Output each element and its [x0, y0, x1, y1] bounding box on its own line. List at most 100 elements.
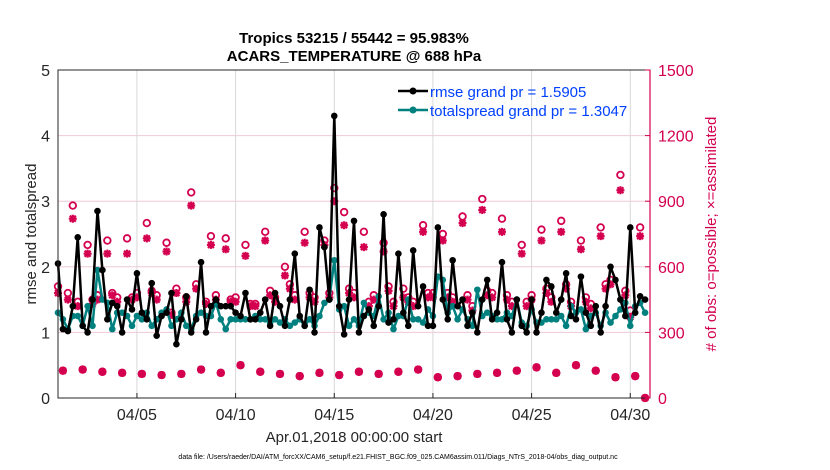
- possible-obs-marker: [330, 183, 339, 193]
- assimilated-obs-marker: [202, 299, 210, 308]
- rmse-point: [533, 329, 540, 336]
- y-tick-label: 4: [41, 129, 50, 146]
- assimilated-obs-marker: [354, 367, 363, 376]
- rmse-point: [572, 315, 580, 323]
- rmse-point: [360, 312, 368, 320]
- rmse-point: [538, 309, 545, 317]
- assimilated-obs-marker: [271, 297, 280, 306]
- grid: [58, 70, 650, 398]
- rmse-point: [429, 322, 437, 330]
- rmse-point: [449, 256, 456, 264]
- totalspread-point: [321, 299, 328, 307]
- totalspread-point: [138, 315, 146, 323]
- assimilated-obs-marker: [68, 214, 77, 223]
- possible-obs-marker: [517, 240, 526, 250]
- assimilated-obs-marker: [448, 297, 457, 306]
- rmse-point: [335, 302, 343, 310]
- totalspread-point: [182, 322, 190, 330]
- assimilated-obs-marker: [478, 205, 487, 214]
- assimilated-obs-marker: [167, 310, 176, 319]
- rmse-point: [187, 329, 195, 336]
- totalspread-point: [577, 306, 585, 313]
- totalspread-point: [552, 315, 560, 323]
- rmse-point: [493, 309, 501, 317]
- rmse-point: [503, 315, 511, 323]
- rmse-point: [622, 312, 629, 320]
- rmse-point: [207, 302, 215, 310]
- possible-obs-marker: [339, 207, 349, 217]
- assimilated-obs-marker: [63, 295, 72, 304]
- x-tick-label: 04/20: [413, 407, 453, 424]
- assimilated-obs-marker: [394, 367, 403, 376]
- rmse-point: [192, 315, 200, 323]
- assimilated-obs-marker: [631, 372, 640, 381]
- rmse-point: [552, 309, 560, 317]
- assimilated-obs-marker: [483, 291, 492, 300]
- rmse-point: [602, 302, 609, 310]
- assimilated-obs-marker: [261, 236, 270, 245]
- rmse-point: [286, 296, 294, 303]
- assimilated-obs-marker: [542, 289, 551, 298]
- rmse-point: [143, 315, 151, 323]
- possible-obs-marker: [300, 227, 309, 237]
- x-tick-label: 04/15: [314, 407, 354, 424]
- possible-obs-marker: [83, 240, 92, 250]
- possible-obs-marker: [280, 262, 290, 271]
- rmse-point: [123, 296, 131, 303]
- assimilated-obs-marker: [280, 271, 289, 280]
- assimilated-obs-marker: [424, 293, 432, 302]
- rmse-point: [247, 315, 254, 323]
- legend-spread-marker: [409, 106, 417, 114]
- rmse-point: [291, 250, 299, 257]
- totalspread-point: [380, 315, 387, 323]
- x-tick-label: 04/05: [117, 407, 157, 424]
- assimilated-obs-marker: [340, 221, 349, 230]
- assimilated-obs-marker: [192, 284, 201, 293]
- rmse-point: [626, 224, 634, 231]
- rmse-point: [242, 289, 249, 297]
- rmse-point: [385, 319, 392, 326]
- totalspread-point: [360, 299, 368, 307]
- totalspread-point: [271, 315, 279, 323]
- assimilated-obs-marker: [502, 295, 511, 304]
- rmse-point: [390, 315, 397, 323]
- totalspread-point: [306, 315, 313, 323]
- rmse-point: [326, 296, 333, 303]
- y-right-tick-label: 600: [658, 260, 685, 277]
- rmse-point: [296, 312, 304, 320]
- rmse-point: [178, 315, 185, 323]
- axes: 0 1 2 3 4 5 0 300 600 900 1200 1500 04/05 04/10 04/15 0…: [41, 63, 694, 424]
- assimilated-obs-marker: [246, 302, 255, 311]
- rmse-point: [528, 296, 535, 303]
- rmse-point: [168, 289, 175, 297]
- rmse-point: [271, 289, 279, 297]
- totalspread-point: [409, 315, 417, 323]
- rmse-point: [227, 302, 234, 310]
- rmse-point: [301, 322, 308, 330]
- assimilated-obs-marker: [276, 369, 284, 378]
- rmse-point: [311, 329, 318, 336]
- rmse-point: [543, 276, 550, 284]
- rmse-point: [64, 327, 72, 335]
- assimilated-obs-marker: [586, 304, 595, 313]
- possible-obs-marker: [261, 227, 270, 237]
- totalspread-point: [340, 302, 348, 310]
- rmse-point: [597, 329, 604, 336]
- possible-obs-marker: [635, 223, 645, 232]
- assimilated-obs-marker: [576, 245, 585, 254]
- assimilated-obs-marker: [78, 365, 87, 374]
- totalspread-point: [286, 322, 294, 330]
- possible-obs-marker: [399, 284, 408, 293]
- assimilated-obs-marker: [626, 313, 635, 322]
- rmse-point: [173, 340, 180, 348]
- assimilated-obs-marker: [453, 372, 462, 381]
- possible-obs-marker: [359, 227, 369, 237]
- rmse-point: [281, 322, 289, 330]
- totalspread-point: [168, 322, 175, 330]
- assimilated-obs-marker: [132, 293, 141, 302]
- rmse-point: [582, 309, 590, 317]
- rmse-point: [641, 296, 649, 303]
- possible-obs-marker: [537, 225, 546, 234]
- rmse-point: [89, 296, 96, 303]
- totalspread-point: [626, 322, 634, 330]
